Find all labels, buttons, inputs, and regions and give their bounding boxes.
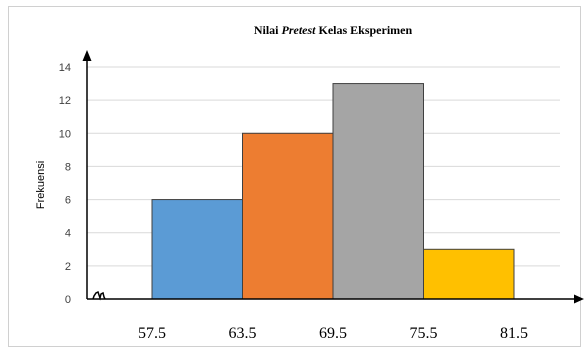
x-tick-label: 63.5 <box>229 325 257 342</box>
y-axis-arrowhead <box>82 50 92 61</box>
y-tick-label: 2 <box>65 261 71 273</box>
axes <box>82 50 584 304</box>
y-tick-labels: 0 2 4 6 8 10 12 14 <box>59 62 71 306</box>
x-axis-arrowhead <box>574 294 584 304</box>
histogram-bar <box>332 83 424 300</box>
y-axis-label: Frekuensi <box>35 161 47 209</box>
y-tick-label: 8 <box>65 161 71 173</box>
chart-title: Nilai Pretest Kelas Eksperimen <box>254 23 413 37</box>
x-tick-labels: 57.5 63.5 69.5 75.5 81.5 <box>138 325 528 342</box>
y-tick-label: 14 <box>59 62 71 74</box>
y-tick-label: 10 <box>59 128 71 140</box>
y-tick-label: 4 <box>65 228 71 240</box>
histogram-bar <box>242 132 334 300</box>
x-tick-label: 57.5 <box>138 325 166 342</box>
histogram-bar <box>151 199 243 300</box>
histogram-bar <box>423 248 515 300</box>
x-tick-label: 69.5 <box>319 325 347 342</box>
y-tick-label: 6 <box>65 195 71 207</box>
x-tick-label: 75.5 <box>410 325 438 342</box>
axis-break-squiggle <box>92 290 106 301</box>
bars <box>151 83 515 300</box>
y-tick-label: 12 <box>59 95 71 107</box>
x-tick-label: 81.5 <box>500 325 528 342</box>
y-tick-label: 0 <box>65 294 71 306</box>
